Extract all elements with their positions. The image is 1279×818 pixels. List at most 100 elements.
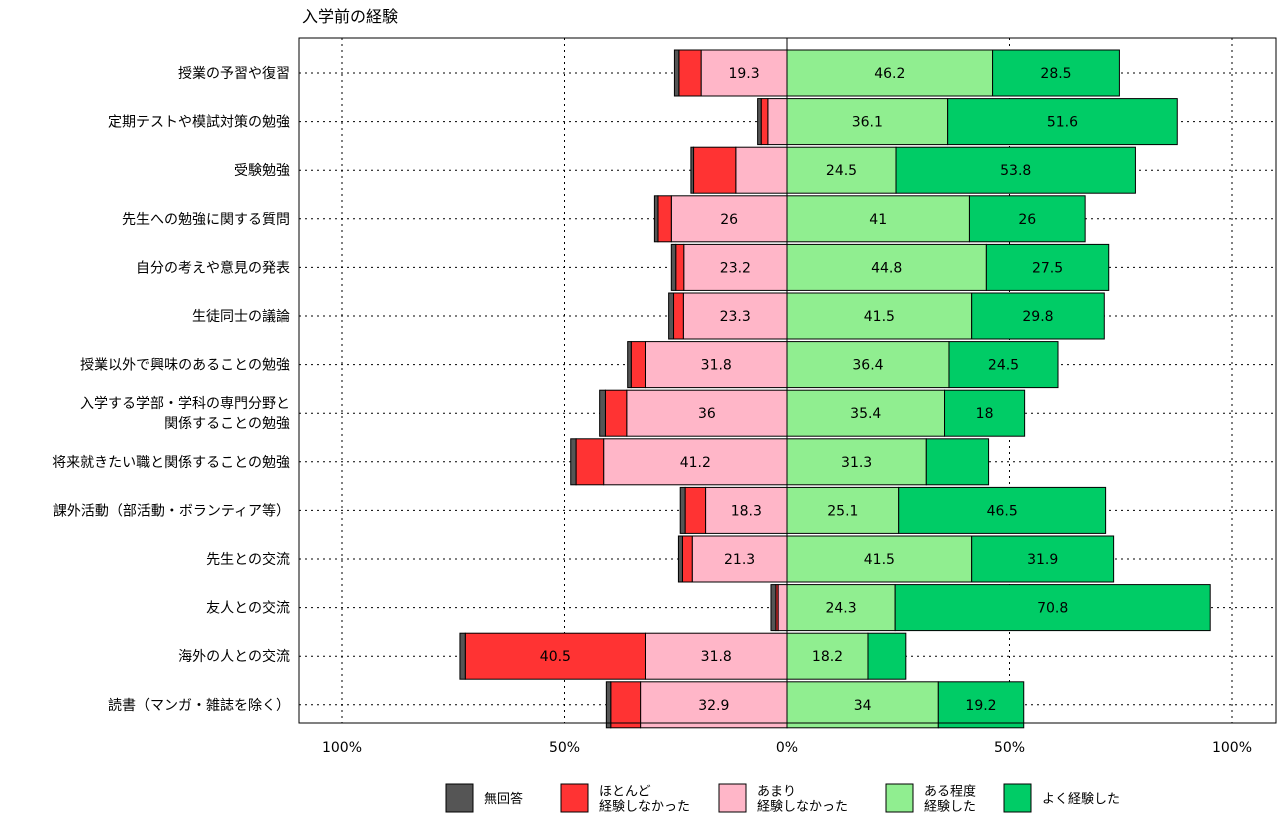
bar-segment: [610, 681, 642, 729]
data-labels: 19.3 46.2 28.5 36.1 51.6 24.5 53.8 26 41 26 23.2 44…: [540, 66, 1078, 714]
legend-label: ある程度経験した: [924, 784, 976, 815]
data-label: 31.8: [701, 649, 732, 665]
bar-segment: [948, 341, 1059, 389]
legend-label: あまり経験しなかった: [757, 785, 848, 815]
data-label: 21.3: [724, 552, 755, 568]
bar-segment: [786, 584, 896, 632]
bar-segment: [735, 146, 788, 194]
bar-segment: [944, 389, 1026, 437]
bars: [459, 49, 1211, 729]
bar-segment: [657, 195, 672, 243]
bar-segment: [604, 389, 628, 437]
bar-segment: [968, 195, 1086, 243]
bar-segment: [675, 243, 685, 291]
plot-frame: [298, 37, 1277, 724]
data-label: 19.2: [965, 698, 996, 714]
bar-segment: [937, 681, 1025, 729]
x-tick-label: 50%: [549, 740, 580, 756]
data-label: 24.3: [825, 601, 856, 617]
data-label: 18.3: [731, 503, 762, 519]
bar-segment: [786, 49, 994, 97]
bar-segment: [570, 438, 577, 486]
bar-segment: [670, 243, 677, 291]
data-label: 70.8: [1037, 601, 1068, 617]
bar-segment: [670, 195, 788, 243]
category-label: 将来就きたい職と関係することの勉強: [52, 455, 290, 471]
bar-segment: [767, 98, 788, 146]
bar-segment: [760, 98, 769, 146]
category-label: 受験勉強: [234, 163, 290, 179]
data-label: 26: [1018, 212, 1036, 228]
bar-segment: [691, 535, 788, 583]
value-axis: 100% 50% 0% 50% 100%: [322, 740, 1252, 756]
bar-segment: [673, 292, 684, 340]
data-label: 24.5: [826, 163, 857, 179]
bar-segment: [459, 632, 466, 680]
bar-segment: [777, 584, 788, 632]
data-label: 46.5: [987, 503, 1018, 519]
chart-title: 入学前の経験: [302, 7, 398, 26]
x-tick-label: 50%: [994, 740, 1025, 756]
x-tick-label: 0%: [776, 740, 798, 756]
x-tick-label: 100%: [322, 740, 362, 756]
data-label: 36.1: [852, 115, 883, 131]
x-tick-label: 100%: [1212, 740, 1252, 756]
bar-segment: [786, 389, 946, 437]
data-label: 44.8: [871, 260, 902, 276]
bar-segment: [786, 146, 897, 194]
category-label: 授業以外で興味のあることの勉強: [80, 358, 290, 374]
bar-segment: [895, 146, 1136, 194]
bar-segment: [992, 49, 1120, 97]
data-label: 19.3: [728, 66, 759, 82]
category-label: 定期テストや模試対策の勉強: [108, 114, 290, 131]
bar-segment: [786, 98, 949, 146]
bar-segment: [786, 341, 950, 389]
bar-segment: [786, 438, 927, 486]
legend-label: よく経験した: [1042, 792, 1120, 807]
bar-segment: [630, 341, 646, 389]
data-label: 46.2: [874, 66, 905, 82]
bar-segment: [626, 389, 788, 437]
legend-swatch: [560, 783, 589, 813]
legend-swatch: [1003, 783, 1032, 813]
legend-swatch: [885, 783, 914, 813]
data-label: 36: [698, 406, 716, 422]
data-label: 40.5: [540, 649, 571, 665]
bar-segment: [653, 195, 659, 243]
bar-segment: [705, 486, 788, 534]
legend-swatch: [445, 783, 474, 813]
data-label: 27.5: [1032, 260, 1063, 276]
data-label: 31.8: [701, 358, 732, 374]
bar-segment: [677, 535, 683, 583]
bar-segment: [640, 681, 788, 729]
data-label: 34: [854, 698, 872, 714]
bar-segment: [867, 632, 907, 680]
bar-segment: [681, 535, 693, 583]
bar-segment: [679, 486, 686, 534]
bar-segment: [690, 146, 695, 194]
bar-segment: [971, 292, 1105, 340]
bar-segment: [757, 98, 762, 146]
data-label: 41.2: [680, 455, 711, 471]
bar-segment: [575, 438, 605, 486]
bar-segment: [786, 292, 973, 340]
bar-segment: [786, 195, 970, 243]
data-label: 51.6: [1047, 115, 1078, 131]
data-label: 36.4: [852, 358, 883, 374]
bar-segment: [971, 535, 1115, 583]
legend-label: 無回答: [484, 791, 523, 807]
category-label: 生徒同士の議論: [192, 308, 290, 325]
category-label: 授業の予習や復習: [178, 65, 290, 82]
bar-segment: [684, 486, 707, 534]
category-label: 読書（マンガ・雑誌を除く）: [108, 697, 290, 714]
bar-segment: [678, 49, 702, 97]
bar-segment: [683, 243, 788, 291]
data-label: 41.5: [864, 552, 895, 568]
data-label: 23.2: [720, 260, 751, 276]
data-label: 26: [720, 212, 738, 228]
bar-segment: [599, 389, 606, 437]
data-label: 29.8: [1022, 309, 1053, 325]
data-label: 35.4: [850, 406, 881, 422]
data-label: 53.8: [1000, 163, 1031, 179]
bar-segment: [786, 535, 973, 583]
